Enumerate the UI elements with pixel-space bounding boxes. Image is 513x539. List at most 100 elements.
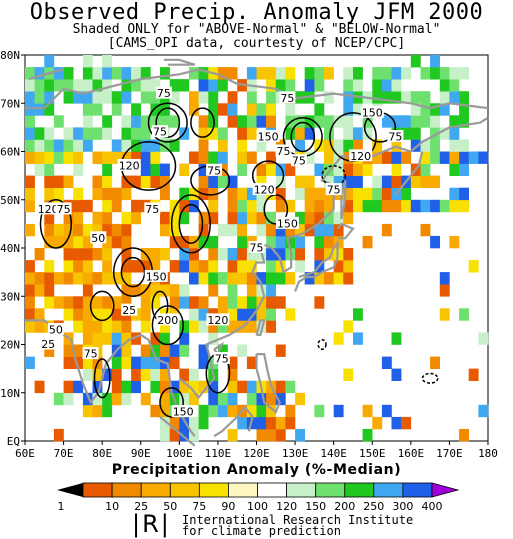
anomaly-cell <box>449 139 460 152</box>
anomaly-cell <box>102 320 113 333</box>
legend-tick-label: 100 <box>247 500 268 513</box>
coastline <box>294 240 339 292</box>
anomaly-cell <box>324 115 334 128</box>
anomaly-cell <box>111 235 122 249</box>
lon-label: 110E <box>205 447 232 460</box>
anomaly-cell <box>343 79 354 92</box>
anomaly-cell <box>73 296 84 309</box>
anomaly-cell <box>73 127 84 140</box>
anomaly-cell <box>111 380 122 394</box>
anomaly-cell <box>63 308 74 321</box>
anomaly-cell <box>246 392 257 406</box>
anomaly-cell <box>63 139 74 152</box>
longitude-axis: 60E 70E 80E 90E 100E 110E 120E 130E 140E 150E 160E… <box>15 441 498 460</box>
anomaly-cell <box>324 235 334 249</box>
anomaly-cell <box>121 356 132 369</box>
anomaly-cell <box>82 199 93 213</box>
anomaly-cell <box>449 115 460 128</box>
anomaly-cell <box>285 404 296 418</box>
anomaly-cell <box>295 248 305 261</box>
anomaly-cell <box>391 151 402 164</box>
anomaly-cell <box>44 139 55 152</box>
legend-swatch <box>402 482 433 498</box>
anomaly-cell <box>198 79 209 92</box>
anomaly-cell <box>295 428 305 442</box>
anomaly-cell <box>449 91 460 104</box>
anomaly-cell <box>150 380 161 394</box>
contour-label: 200 <box>157 314 178 327</box>
anomaly-cell <box>150 139 161 152</box>
anomaly-cell <box>314 115 325 128</box>
anomaly-cell <box>73 248 84 261</box>
anomaly-cell <box>217 127 228 140</box>
anomaly-cell <box>131 67 141 80</box>
anomaly-cell <box>189 308 199 321</box>
anomaly-cell <box>131 115 141 128</box>
contour-label-bg <box>290 154 307 167</box>
legend-swatch <box>140 482 171 498</box>
anomaly-cell <box>266 428 276 442</box>
contour-line <box>317 338 327 351</box>
contour-label-bg <box>275 216 299 229</box>
anomaly-cell <box>102 248 113 261</box>
anomaly-cell <box>140 175 151 188</box>
anomaly-cell <box>227 392 238 406</box>
contour-label-bg <box>360 105 384 118</box>
anomaly-cell <box>430 139 440 152</box>
anomaly-cell <box>343 91 354 104</box>
anomaly-cell <box>295 139 305 152</box>
anomaly-cell <box>237 344 248 357</box>
anomaly-cell <box>150 103 161 116</box>
anomaly-cell <box>44 260 55 273</box>
anomaly-cell <box>266 404 276 418</box>
anomaly-cell <box>34 308 45 321</box>
anomaly-cell <box>150 284 161 297</box>
anomaly-cell <box>227 260 238 273</box>
contour-label-bg <box>121 303 138 316</box>
anomaly-cell <box>25 308 35 321</box>
anomaly-cell <box>266 223 276 237</box>
legend-swatch <box>315 482 346 498</box>
lat-label: 80N <box>0 49 20 62</box>
anomaly-cell <box>92 272 103 285</box>
anomaly-cell <box>372 416 383 430</box>
contour-label-bg <box>275 144 292 157</box>
anomaly-cell <box>198 115 209 128</box>
anomaly-cell <box>256 175 267 188</box>
contour-label-bg <box>40 337 57 350</box>
anomaly-cell <box>275 380 286 394</box>
anomaly-cell <box>25 223 35 237</box>
anomaly-cell <box>275 428 286 442</box>
anomaly-cell <box>439 127 450 140</box>
anomaly-cell <box>285 380 296 394</box>
anomaly-cell <box>131 380 141 394</box>
contour-line <box>93 358 111 399</box>
anomaly-cell <box>140 368 151 381</box>
anomaly-cell <box>237 416 248 430</box>
anomaly-cell <box>121 260 132 273</box>
anomaly-cell <box>266 296 276 309</box>
anomaly-cell <box>34 320 45 333</box>
anomaly-cell <box>198 260 209 273</box>
anomaly-cell <box>150 332 161 345</box>
anomaly-cell <box>102 151 113 164</box>
anomaly-cell <box>391 332 402 345</box>
anomaly-cell <box>237 223 248 237</box>
anomaly-cell <box>198 223 209 237</box>
contour-label-bg <box>325 183 342 196</box>
anomaly-cell <box>439 199 450 213</box>
anomaly-cell <box>169 223 180 237</box>
coastline <box>159 416 196 447</box>
anomaly-cell <box>256 392 267 406</box>
anomaly-cell <box>333 272 344 285</box>
anomaly-cell <box>420 151 431 164</box>
anomaly-cell <box>160 223 170 237</box>
anomaly-cell <box>314 223 325 237</box>
anomaly-cell <box>324 151 334 164</box>
anomaly-cell <box>266 115 276 128</box>
contour-line <box>170 194 211 254</box>
anomaly-cell <box>102 368 113 381</box>
contour-line <box>421 372 439 384</box>
contour-label: 150 <box>277 217 298 230</box>
